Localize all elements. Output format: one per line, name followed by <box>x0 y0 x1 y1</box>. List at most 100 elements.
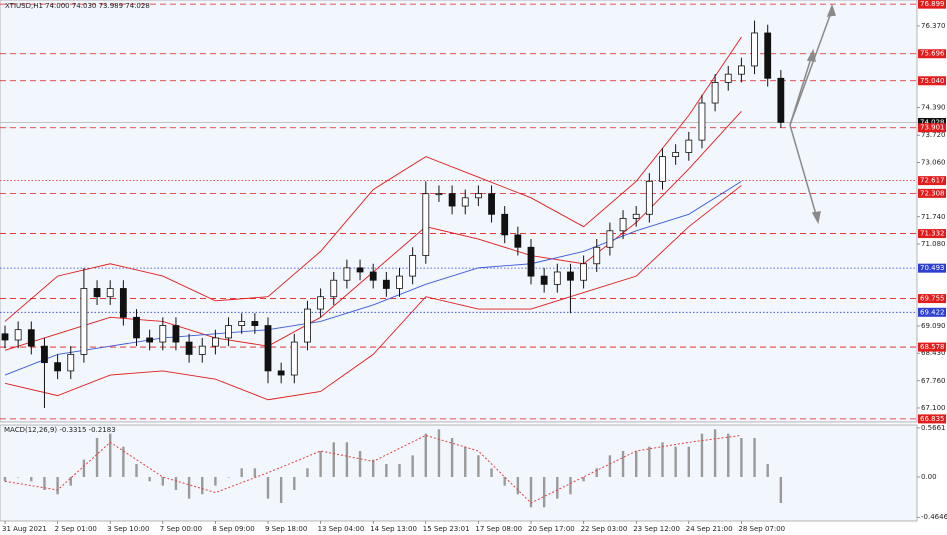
macd-bar <box>266 476 270 499</box>
candle-body <box>330 279 338 298</box>
macd-bar <box>253 468 257 477</box>
candle-body <box>14 329 22 341</box>
candle-body <box>659 156 666 182</box>
indicator-line <box>4 185 742 401</box>
macd-title: MACD(12,26,9) -0.3315 -0.2183 <box>4 426 116 434</box>
macd-bar <box>621 450 625 477</box>
macd-bar <box>3 476 7 482</box>
candle-body <box>211 337 219 347</box>
macd-bar <box>740 437 743 477</box>
candle-body <box>304 308 311 343</box>
macd-bar <box>464 446 467 477</box>
macd-bar <box>477 455 480 477</box>
price-tag <box>918 294 946 304</box>
candle-body <box>435 193 443 196</box>
x-tick-label: 20 Sep 17:00 <box>528 525 575 533</box>
price-tag <box>918 188 946 198</box>
macd-bar <box>674 446 677 477</box>
candle-body <box>409 255 417 277</box>
candle-body <box>93 288 101 298</box>
candle-body <box>764 32 772 79</box>
candle-body <box>738 65 745 75</box>
macd-bar <box>398 463 401 477</box>
candle-body <box>27 329 35 347</box>
price-tag-label: 72.308 <box>920 189 945 197</box>
macd-bar <box>490 468 493 477</box>
macd-bar <box>319 450 322 477</box>
macd-bar <box>122 446 125 477</box>
price-tag-label: 70.493 <box>920 264 945 272</box>
y-tick-label: 73.720 <box>921 131 946 139</box>
macd-bar <box>293 476 296 490</box>
y-tick-label: -0.4646 <box>921 513 947 521</box>
candle-body <box>277 370 285 376</box>
candle-body <box>54 362 61 372</box>
macd-bar <box>279 476 283 503</box>
macd-bar <box>700 433 704 477</box>
candle-body <box>133 316 140 339</box>
macd-bar <box>437 429 441 477</box>
price-tag <box>918 123 946 133</box>
macd-bar <box>503 476 506 486</box>
candle-body <box>396 275 403 289</box>
macd-bar <box>95 437 99 477</box>
macd-bar <box>582 476 585 482</box>
candle-body <box>159 325 167 343</box>
x-tick-label: 31 Aug 2021 <box>2 525 47 533</box>
x-tick-label: 7 Sep 00:00 <box>160 525 202 533</box>
price-tag-label: 75.696 <box>920 50 945 58</box>
macd-bar <box>201 476 204 495</box>
candle-body <box>382 279 390 289</box>
x-tick-label: 14 Sep 13:00 <box>370 525 417 533</box>
price-tag-label: 68.578 <box>920 343 945 351</box>
price-tag <box>918 0 946 9</box>
x-tick-label: 28 Sep 07:00 <box>738 525 785 533</box>
macd-bar <box>385 463 388 477</box>
candle-body <box>290 341 298 376</box>
candle-body <box>80 288 88 355</box>
macd-bar <box>635 450 638 477</box>
arrow-head <box>811 211 821 225</box>
arrow <box>789 9 833 126</box>
macd-bar <box>713 429 717 477</box>
price-tag-label: 66.835 <box>920 415 945 423</box>
candle-body <box>567 271 574 281</box>
candle-body <box>422 193 430 256</box>
macd-bar <box>411 455 414 477</box>
signal-line <box>4 434 742 504</box>
macd-bar <box>56 476 59 495</box>
macd-bar <box>595 468 598 477</box>
candle-body <box>185 341 193 355</box>
candle-body <box>632 213 640 219</box>
macd-bar <box>542 476 546 508</box>
y-tick-label: 71.740 <box>921 213 946 221</box>
y-tick-label: 68.430 <box>921 349 946 357</box>
candle-body <box>619 218 627 232</box>
x-tick-label: 23 Sep 12:00 <box>633 525 680 533</box>
candle-body <box>198 345 206 355</box>
candle-body <box>1 333 9 341</box>
candle-body <box>580 263 587 281</box>
y-tick-label: 74.390 <box>921 104 946 112</box>
price-panel <box>0 0 918 423</box>
macd-bar <box>727 433 730 477</box>
candle-body <box>553 271 561 285</box>
macd-bar <box>214 476 217 486</box>
price-tag <box>918 229 946 239</box>
price-tag <box>918 263 946 273</box>
price-tag-label: 73.901 <box>920 124 945 132</box>
price-tag <box>918 342 946 352</box>
x-tick-label: 13 Sep 04:00 <box>318 525 365 533</box>
macd-bar <box>608 455 612 477</box>
macd-bar <box>753 437 756 477</box>
macd-bar <box>766 463 769 477</box>
x-tick-label: 17 Sep 08:00 <box>475 525 522 533</box>
price-tag-label: 69.755 <box>920 295 945 303</box>
macd-bar <box>161 476 164 486</box>
macd-bar <box>30 476 33 482</box>
macd-bar <box>345 442 349 477</box>
x-tick-label: 2 Sep 01:00 <box>55 525 97 533</box>
x-tick-label: 24 Sep 21:00 <box>686 525 733 533</box>
macd-bar <box>227 476 230 478</box>
macd-bar <box>174 476 178 490</box>
